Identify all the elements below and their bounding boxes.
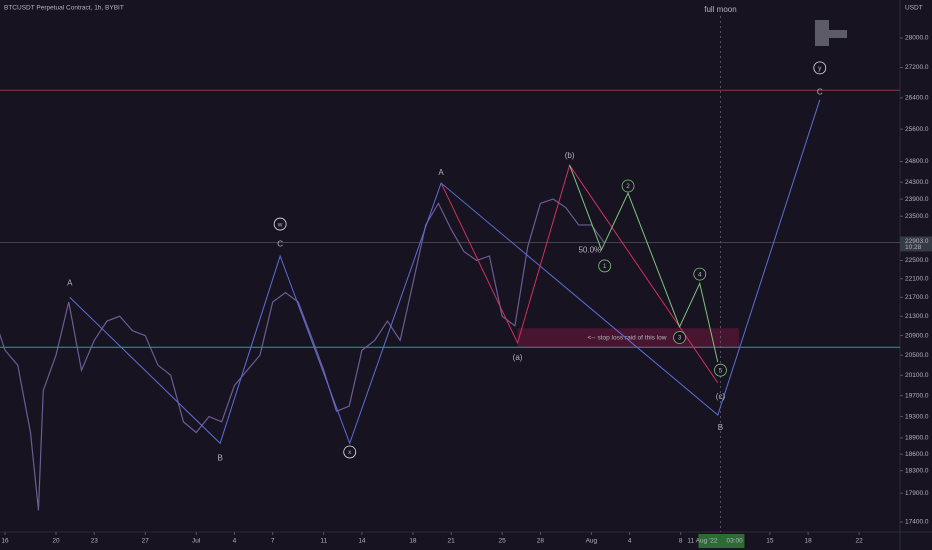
y-tick-label: 23500.0 (905, 213, 929, 220)
x-tick-label: 21 (448, 538, 456, 545)
logo-part (829, 30, 847, 38)
y-tick-label: 18300.0 (905, 467, 929, 474)
current-price-box (900, 236, 932, 252)
annotation: y (818, 65, 822, 72)
y-tick-label: 26400.0 (905, 95, 929, 102)
x-tick-label: 23 (91, 538, 99, 545)
x-tick-label: 22 (855, 538, 863, 545)
y-tick-label: 19300.0 (905, 413, 929, 420)
annotation: (c) (716, 392, 726, 401)
annotation: 2 (626, 183, 630, 190)
chart-title: BTCUSDT Perpetual Contract, 1h, BYBIT (4, 5, 124, 12)
y-tick-label: 22100.0 (905, 275, 929, 282)
crosshair-date: 11 Aug '22 (687, 538, 717, 545)
crosshair-box (698, 534, 745, 548)
y-tick-label: 28000.0 (905, 35, 929, 42)
countdown-label: 10:28 (905, 244, 922, 251)
annotation: (b) (565, 151, 575, 160)
x-tick-label: 25 (499, 538, 507, 545)
annotation: (a) (513, 353, 523, 362)
y-unit: USDT (905, 5, 923, 12)
annotation: C (277, 240, 283, 249)
annotation: 1 (603, 263, 607, 270)
y-tick-label: 17900.0 (905, 490, 929, 497)
annotation: B (718, 423, 723, 432)
y-tick-label: 24300.0 (905, 179, 929, 186)
annotation-circle (673, 331, 686, 344)
annotation: C (817, 88, 823, 97)
y-tick-label: 18900.0 (905, 435, 929, 442)
wave-line (569, 165, 719, 363)
annotation-circle (693, 267, 707, 281)
x-tick-label: 8 (679, 538, 683, 545)
annotation-circle (714, 363, 727, 377)
annotation-circle (598, 259, 612, 273)
x-tick-label: 7 (271, 538, 275, 545)
y-tick-label: 21300.0 (905, 313, 929, 320)
y-tick-label: 22500.0 (905, 257, 929, 264)
y-tick-label: 19700.0 (905, 392, 929, 399)
logo-part (815, 20, 829, 46)
logo (815, 20, 847, 46)
annotation: 5 (719, 367, 723, 374)
x-tick-label: 4 (233, 538, 237, 545)
y-tick-label: 18600.0 (905, 451, 929, 458)
y-tick-label: 25600.0 (905, 126, 929, 133)
x-tick-label: 28 (537, 538, 545, 545)
annotation: A (67, 279, 73, 288)
y-tick-label: 27200.0 (905, 64, 929, 71)
annotation: 50.0% (578, 245, 601, 254)
current-price-label: 22903.0 (905, 238, 929, 245)
annotation-circle (273, 217, 287, 231)
annotation: B (217, 454, 222, 463)
annotation: x (348, 449, 352, 456)
x-tick-label: 27 (142, 538, 150, 545)
annotation: A (438, 168, 444, 177)
annotation-circle (813, 61, 827, 75)
x-tick-label: 11 (320, 538, 327, 545)
x-tick-label: 15 (766, 538, 774, 545)
annotation: 4 (698, 271, 702, 278)
x-tick-label: 14 (358, 538, 366, 545)
y-tick-label: 20900.0 (905, 332, 929, 339)
x-tick-label: 16 (1, 538, 9, 545)
annotation-circle (343, 445, 357, 459)
x-tick-label: 20 (52, 538, 60, 545)
y-tick-label: 17400.0 (905, 519, 929, 526)
x-tick-label: Aug (586, 538, 598, 545)
annotation-circle (621, 179, 635, 193)
zone-label: <-- stop loss raid of this low (588, 335, 667, 342)
wave-line (69, 99, 821, 445)
y-tick-label: 23900.0 (905, 196, 929, 203)
y-tick-label: 20100.0 (905, 372, 929, 379)
annotation: full moon (704, 5, 736, 14)
y-tick-label: 21700.0 (905, 294, 929, 301)
annotation: 3 (678, 335, 682, 342)
wave-line (440, 164, 719, 384)
crosshair-time: 03:00 (726, 538, 743, 545)
y-tick-label: 24800.0 (905, 158, 929, 165)
x-tick-label: Jul (192, 538, 201, 545)
y-tick-label: 20500.0 (905, 352, 929, 359)
x-tick-label: 18 (409, 538, 417, 545)
annotation: w (277, 221, 283, 228)
x-tick-label: 18 (804, 538, 812, 545)
x-tick-label: 4 (628, 538, 632, 545)
